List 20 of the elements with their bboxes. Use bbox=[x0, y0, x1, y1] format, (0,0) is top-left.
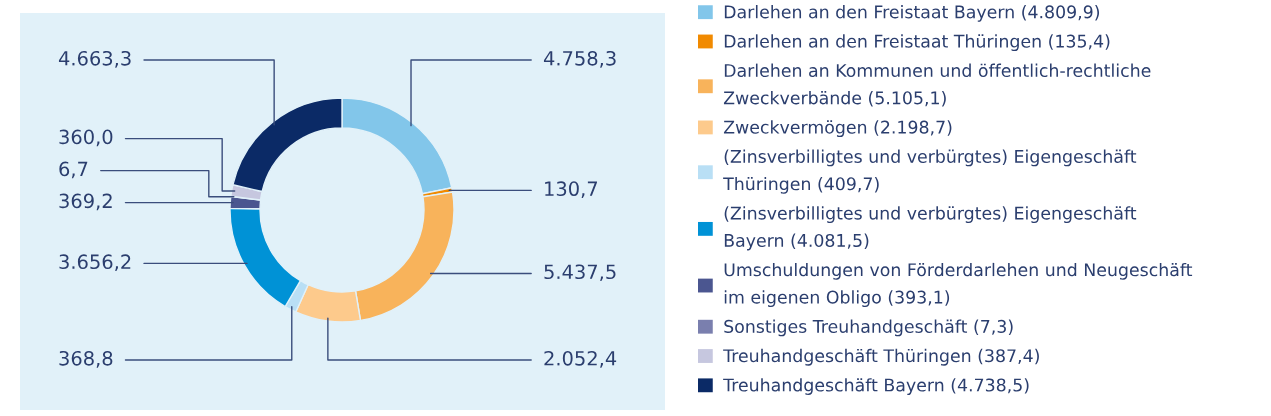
legend-label: (Zinsverbilligtes und verbürgtes) Eigengeschäft Bayern (4.081,5) bbox=[724, 206, 1137, 251]
legend-label: Darlehen an Kommunen und öffentlich-rechtliche Zweckverbände (5.105,1) bbox=[723, 63, 1151, 107]
legend-label: (Zinsverbilligtes und verbürgtes) Eigengeschäft Thüringen (409,7) bbox=[723, 149, 1137, 194]
data-label: 4.758,3 bbox=[543, 50, 616, 68]
data-label: 369,2 bbox=[59, 193, 112, 211]
data-label: 360,0 bbox=[59, 129, 113, 147]
legend-label: Darlehen an den Freistaat Thüringen (135,4) bbox=[724, 34, 1110, 52]
data-label: 368,8 bbox=[59, 350, 113, 368]
legend-label: Umschuldungen von Förderdarlehen und Neugeschäft im eigenen Obligo (393,1) bbox=[724, 262, 1193, 308]
data-label: 130,7 bbox=[545, 181, 597, 199]
legend-label: Sonstiges Treuhandgeschäft (7,3) bbox=[724, 319, 1013, 337]
data-label: 6,7 bbox=[59, 161, 88, 179]
legend-label: Treuhandgeschäft Bayern (4.738,5) bbox=[723, 378, 1029, 395]
legend-label: Darlehen an den Freistaat Bayern (4.809,9) bbox=[724, 5, 1100, 22]
data-label: 5.437,5 bbox=[544, 264, 616, 282]
data-label: 3.656,2 bbox=[59, 254, 131, 272]
legend-label: Treuhandgeschäft Thüringen (387,4) bbox=[723, 348, 1039, 366]
data-label: 2.052,4 bbox=[544, 350, 617, 368]
data-label: 4.663,3 bbox=[58, 50, 131, 68]
legend-label: Zweckvermögen (2.198,7) bbox=[723, 120, 952, 138]
